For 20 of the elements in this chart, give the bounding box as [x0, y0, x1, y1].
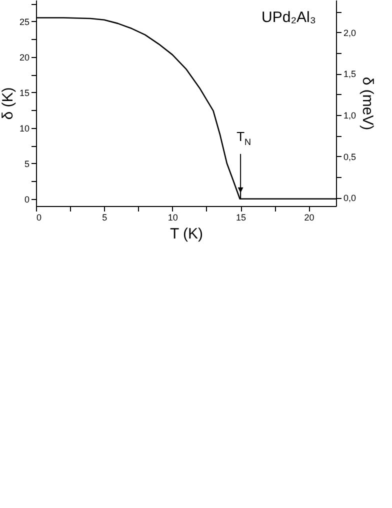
y-tick-label: 15 [19, 88, 30, 98]
x-tick-label: 5 [102, 212, 108, 222]
x-axis-title: T (K) [170, 226, 204, 242]
y-tick-label: 20 [19, 52, 30, 62]
y2-tick-label: 0,5 [344, 152, 356, 162]
y-axis-title: δ (K) [0, 87, 16, 120]
y2-tick-label: 0,0 [344, 193, 356, 204]
annotation: UPd₂Al₃ [262, 9, 316, 26]
y2-tick-label: 1,5 [344, 69, 356, 80]
x-tick-label: 20 [304, 212, 314, 222]
y2-tick-label: 1,0 [344, 110, 356, 120]
x-tick-label: 10 [168, 212, 178, 222]
y2-axis-title: δ (meV) [359, 76, 376, 130]
y-tick-label: 25 [19, 16, 30, 27]
x-tick-label: 0 [36, 212, 42, 222]
y2-tick-label: 2,0 [344, 28, 356, 38]
y-tick-label: 5 [24, 158, 30, 169]
y-tick-label: 0 [24, 194, 30, 204]
x-tick-label: 15 [236, 212, 246, 222]
y-tick-label: 10 [19, 123, 30, 134]
